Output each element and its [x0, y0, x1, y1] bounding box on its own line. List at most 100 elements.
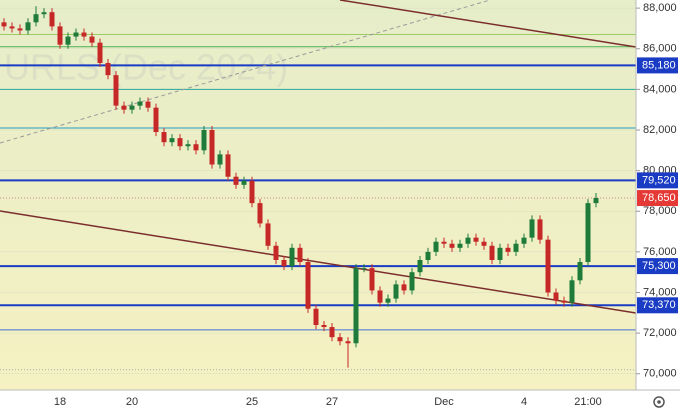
candle-body	[489, 245, 495, 260]
candle-body	[401, 284, 407, 291]
candle-body	[233, 176, 239, 185]
candle-body	[289, 247, 295, 267]
y-tick-label: 88,000	[643, 2, 677, 14]
candle-body	[361, 268, 367, 270]
candle-body	[145, 101, 151, 108]
gear[interactable]	[653, 396, 665, 408]
candle-body	[217, 154, 223, 165]
candle-body	[385, 298, 391, 303]
y-tick-label: 76,000	[643, 246, 677, 258]
candle-body	[185, 144, 191, 147]
candle-body	[369, 268, 375, 291]
candle-body	[25, 22, 31, 31]
candle-body	[481, 241, 487, 246]
candle-body	[257, 203, 263, 224]
candle-body	[345, 341, 351, 344]
trend-line	[0, 210, 637, 314]
level-label-box	[637, 172, 678, 189]
level-label: 85,180	[642, 59, 676, 71]
candle-body	[1, 22, 7, 27]
settings-icon[interactable]	[653, 396, 665, 408]
candle-body	[505, 247, 511, 252]
x-tick-label: 25	[246, 396, 258, 408]
trend-line	[339, 0, 637, 48]
candle-body	[33, 14, 39, 23]
candle-body	[521, 237, 527, 244]
level-label-box	[637, 258, 678, 275]
last-price-box	[637, 190, 678, 207]
candle-body	[473, 237, 479, 242]
candle-body	[49, 12, 55, 27]
candle-body	[105, 62, 111, 76]
candle-body	[129, 105, 135, 110]
candle-body	[457, 243, 463, 248]
candle-body	[337, 337, 343, 342]
level-label: 73,370	[642, 299, 676, 311]
candle-body	[297, 247, 303, 263]
level-label: 75,300	[642, 260, 676, 272]
candle-body	[225, 154, 231, 177]
gear-center[interactable]	[657, 400, 661, 404]
y-tick-label: 78,000	[643, 205, 677, 217]
candle-body	[17, 28, 23, 31]
candle-body	[97, 42, 103, 63]
x-tick-label: 21:00	[574, 396, 602, 408]
candle-body	[377, 290, 383, 303]
candle-body	[281, 260, 287, 267]
candle-body	[177, 138, 183, 147]
candle-body	[353, 268, 359, 344]
candle-body	[249, 180, 255, 204]
level-label: 79,520	[642, 174, 676, 186]
candle-body	[41, 12, 47, 15]
candle-body	[137, 101, 143, 106]
y-tick-label: 82,000	[643, 124, 677, 136]
watermark: URLS (Dec 2024)	[4, 47, 288, 88]
level-label-box	[637, 297, 678, 314]
candle-body	[553, 292, 559, 301]
candle-body	[449, 243, 455, 248]
candle-body	[65, 36, 71, 45]
candle-body	[193, 144, 199, 151]
candle-body	[537, 219, 543, 240]
candle-body	[161, 132, 167, 143]
x-tick-label: Dec	[434, 396, 454, 408]
y-tick-label: 70,000	[643, 368, 677, 380]
candle-body	[545, 239, 551, 293]
candle-body	[441, 241, 447, 244]
candle-body	[209, 130, 215, 165]
candle-body	[529, 219, 535, 238]
level-label-box	[637, 57, 678, 74]
x-tick-label: 20	[126, 396, 138, 408]
candle-body	[497, 247, 503, 260]
x-tick-label: 4	[521, 396, 527, 408]
last-price-label: 78,650	[642, 192, 676, 204]
candle-body	[241, 180, 247, 185]
candle-body	[409, 272, 415, 291]
candle-body	[465, 237, 471, 244]
candle-body	[113, 75, 119, 106]
candle-body	[417, 260, 423, 273]
y-tick-label: 72,000	[643, 327, 677, 339]
candle-body	[321, 325, 327, 328]
y-tick-label: 74,000	[643, 286, 677, 298]
candle-body	[593, 198, 599, 204]
trend-line-dashed	[0, 0, 491, 144]
candle-body	[89, 36, 95, 43]
candle-body	[305, 262, 311, 309]
candle-body	[513, 243, 519, 252]
candle-body	[265, 223, 271, 246]
x-tick-label: 18	[54, 396, 66, 408]
candle-body	[273, 245, 279, 260]
candle-body	[81, 32, 87, 37]
candle-body	[585, 203, 591, 263]
candle-body	[313, 308, 319, 325]
candle-body	[425, 251, 431, 260]
candle-body	[169, 138, 175, 143]
x-tick-label: 27	[326, 396, 338, 408]
candle-body	[153, 107, 159, 133]
candle-body	[201, 130, 207, 151]
candle-body	[569, 280, 575, 303]
candle-body	[577, 262, 583, 281]
candle-body	[433, 241, 439, 252]
